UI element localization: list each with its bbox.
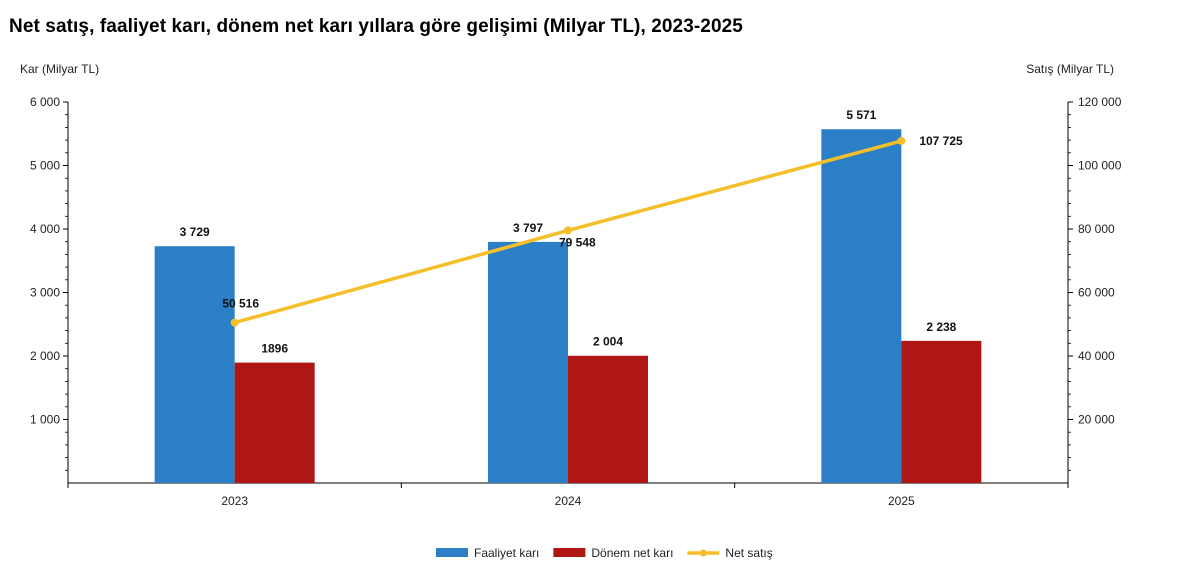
legend-marker-net-satis: [699, 549, 707, 557]
left-tick-label: 1 000: [30, 413, 60, 427]
right-axis-title: Satış (Milyar TL): [1026, 62, 1114, 76]
left-tick-label: 4 000: [30, 222, 60, 236]
legend-swatch-faaliyet-kari: [436, 548, 468, 557]
right-tick-label: 40 000: [1078, 349, 1115, 363]
right-tick-label: 60 000: [1078, 286, 1115, 300]
left-tick-label: 6 000: [30, 95, 60, 109]
bars: [154, 129, 982, 483]
bar-donem-net-kari: [568, 355, 648, 483]
label-faaliyet-kari: 5 571: [846, 108, 876, 122]
net-satis-point: [897, 136, 906, 145]
bar-faaliyet-kari: [154, 246, 235, 483]
left-tick-label: 5 000: [30, 159, 60, 173]
legend-label-net-satis: Net satış: [725, 546, 772, 560]
label-faaliyet-kari: 3 797: [513, 221, 543, 235]
x-tick-label: 2025: [888, 494, 915, 508]
legend: Faaliyet karı Dönem net karı Net satış: [436, 546, 773, 560]
x-tick-label: 2024: [555, 494, 582, 508]
left-axis-title: Kar (Milyar TL): [20, 62, 99, 76]
right-tick-label: 20 000: [1078, 413, 1115, 427]
data-labels: 3 729 1896 3 797 2 004 5 571 2 238 50 516 79 54…: [180, 108, 963, 355]
legend-swatch-donem-net-kari: [553, 548, 586, 557]
bar-faaliyet-kari: [488, 241, 568, 483]
right-tick-label: 80 000: [1078, 222, 1115, 236]
bar-donem-net-kari: [901, 340, 982, 483]
chart-title: Net satış, faaliyet karı, dönem net karı…: [9, 16, 743, 37]
label-donem-net-kari: 2 238: [926, 320, 956, 334]
bar-faaliyet-kari: [821, 129, 902, 483]
net-satis-point: [564, 226, 572, 235]
line-series: [230, 136, 906, 327]
bar-donem-net-kari: [234, 362, 315, 483]
label-donem-net-kari: 2 004: [593, 335, 623, 349]
legend-label-faaliyet-kari: Faaliyet karı: [474, 546, 539, 560]
label-donem-net-kari: 1896: [261, 342, 288, 356]
left-tick-label: 3 000: [30, 286, 60, 300]
label-net-satis: 50 516: [222, 297, 259, 311]
x-tick-label: 2023: [221, 494, 248, 508]
label-net-satis: 79 548: [559, 235, 596, 249]
left-tick-label: 2 000: [30, 349, 60, 363]
net-satis-point: [230, 318, 239, 327]
right-tick-label: 100 000: [1078, 159, 1122, 173]
label-net-satis: 107 725: [919, 134, 963, 148]
right-tick-label: 120 000: [1078, 95, 1122, 109]
label-faaliyet-kari: 3 729: [180, 225, 210, 239]
legend-label-donem-net-kari: Dönem net karı: [591, 546, 673, 560]
